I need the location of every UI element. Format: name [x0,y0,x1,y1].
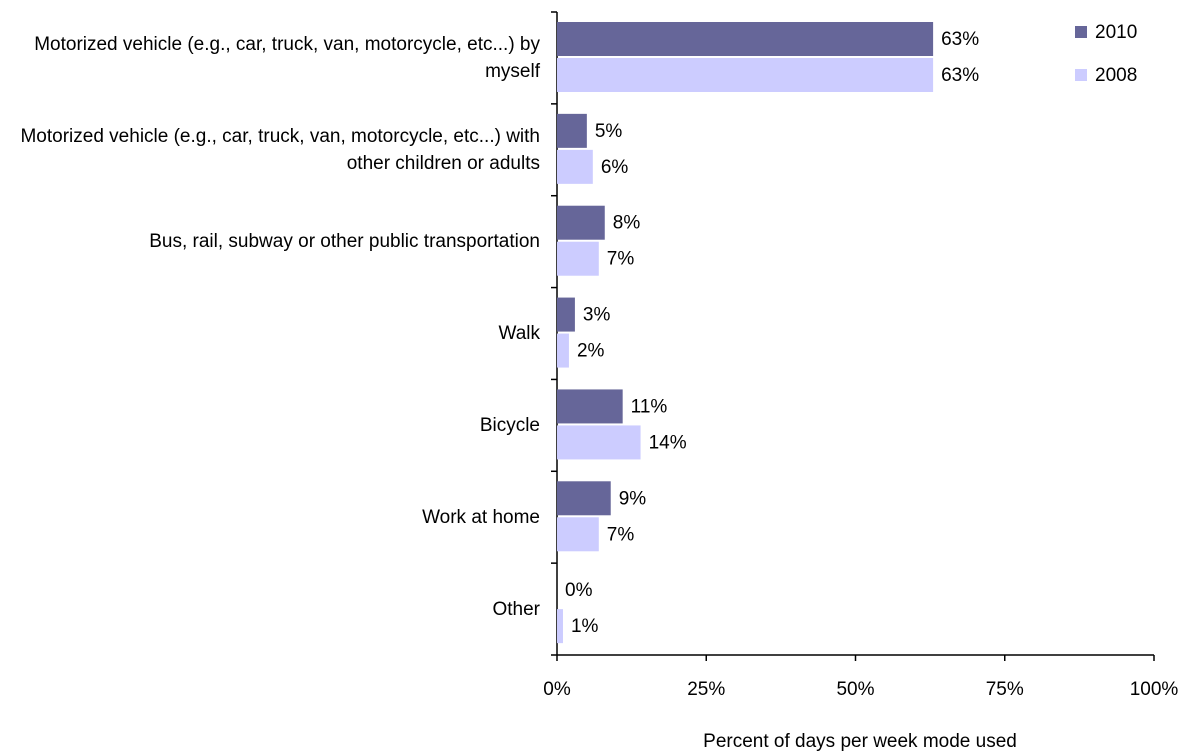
data-label: 2% [577,341,605,362]
bar [557,333,569,368]
legend-label: 2010 [1095,22,1137,43]
bar [557,58,934,92]
bar [557,609,563,644]
data-label: 9% [619,488,647,509]
data-label: 7% [607,249,635,270]
data-label: 3% [583,305,611,326]
bar [557,297,575,332]
category-label: Motorized vehicle (e.g., car, truck, van… [34,33,540,82]
bar [557,481,611,516]
category-label: Work at home [422,506,540,528]
legend-swatch [1075,69,1087,81]
data-label: 0% [565,580,593,601]
x-tick-label: 0% [543,679,571,700]
bar [557,389,623,424]
legend-label: 2008 [1095,65,1137,86]
data-label: 11% [631,396,668,417]
bar [557,113,587,148]
x-tick-label: 100% [1130,679,1179,700]
bar [557,205,605,240]
data-label: 7% [607,524,635,545]
bar [557,22,934,56]
category-label: Walk [498,323,540,344]
category-label: Motorized vehicle (e.g., car, truck, van… [20,125,540,174]
category-label: Other [492,598,540,620]
x-tick-label: 75% [986,679,1024,700]
bar [557,425,641,460]
x-tick-label: 25% [687,679,725,700]
data-label: 8% [613,213,641,234]
bar [557,517,599,552]
data-label: 63% [941,29,979,50]
data-label: 6% [601,157,629,178]
x-axis-title: Percent of days per week mode used [703,731,1017,752]
data-label: 14% [649,432,687,453]
data-label: 63% [941,65,979,86]
category-label: Bus, rail, subway or other public transp… [149,231,540,253]
x-tick-label: 50% [836,679,874,700]
bar [557,149,593,184]
legend-swatch [1075,26,1087,38]
data-label: 1% [571,616,599,637]
category-label: Bicycle [479,414,540,436]
bar [557,241,599,276]
data-label: 5% [595,121,623,142]
